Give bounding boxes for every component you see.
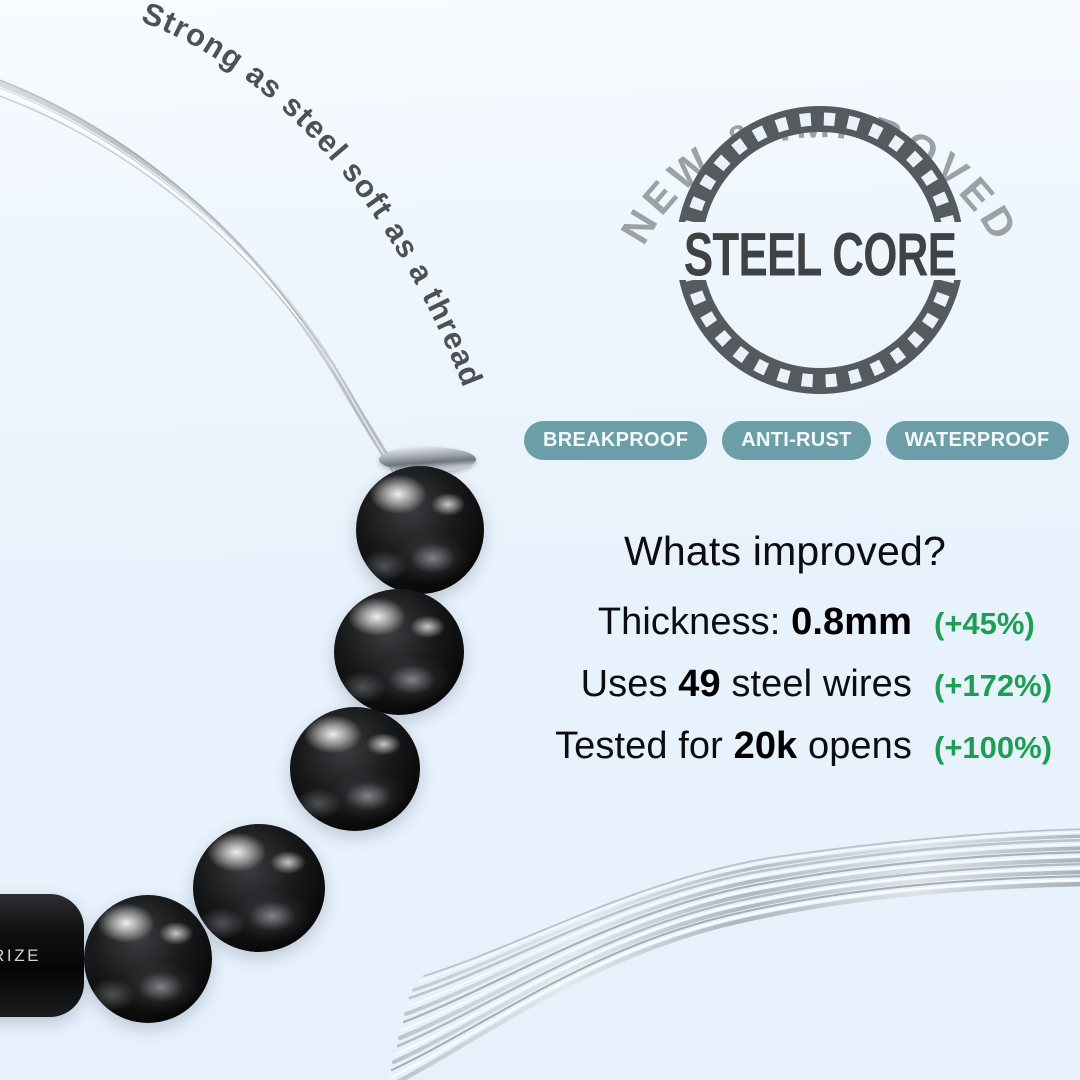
improvement-percent-thickness: (+45%) xyxy=(934,606,1035,641)
steel-wire-bundle xyxy=(389,790,1080,1080)
clasp-brand-label: RIZE xyxy=(0,946,42,965)
opens-prefix: Tested for xyxy=(555,725,734,767)
badge-ring xyxy=(676,106,964,394)
pill-breakproof[interactable]: BREAKPROOF xyxy=(524,421,708,460)
improvement-text-thickness: Thickness: 0.8mm xyxy=(598,601,912,644)
thickness-prefix: Thickness: xyxy=(597,601,792,643)
thickness-value: 0.8mm xyxy=(791,601,912,643)
steel-core-badge: NEW & IMPROVED STEEL CORE xyxy=(610,10,1030,400)
curved-headline: Strong as steel soft as a thread xyxy=(0,0,600,500)
curved-headline-text: Strong as steel soft as a thread xyxy=(137,0,490,392)
bead-4 xyxy=(193,824,325,952)
bead-1 xyxy=(356,466,484,594)
opens-suffix: opens xyxy=(797,725,912,767)
improvements-title: Whats improved? xyxy=(623,528,946,574)
improvements-block: Whats improved? Thickness: 0.8mm (+45%) … xyxy=(500,528,1070,787)
clasp xyxy=(0,894,84,1017)
pill-anti-rust[interactable]: ANTI-RUST xyxy=(722,421,871,460)
improvement-row-thickness: Thickness: 0.8mm (+45%) xyxy=(500,601,1070,644)
improvement-text-opens: Tested for 20k opens xyxy=(555,725,912,768)
bead-5 xyxy=(84,895,212,1023)
wires-suffix: steel wires xyxy=(720,663,912,705)
bead-2 xyxy=(334,589,464,715)
opens-value: 20k xyxy=(733,725,798,767)
bead-3 xyxy=(290,707,420,831)
improvement-percent-wires: (+172%) xyxy=(934,668,1053,703)
improvement-row-wires: Uses 49 steel wires (+172%) xyxy=(500,663,1070,706)
badge-center-text: STEEL CORE xyxy=(683,219,957,289)
improvement-percent-opens: (+100%) xyxy=(934,730,1053,765)
feature-pill-row: BREAKPROOF ANTI-RUST WATERPROOF xyxy=(524,421,1069,460)
wires-value: 49 xyxy=(678,663,721,705)
improvement-row-opens: Tested for 20k opens (+100%) xyxy=(500,725,1070,768)
pill-waterproof[interactable]: WATERPROOF xyxy=(885,421,1069,460)
wires-prefix: Uses xyxy=(580,663,679,705)
improvement-text-wires: Uses 49 steel wires xyxy=(581,663,912,706)
